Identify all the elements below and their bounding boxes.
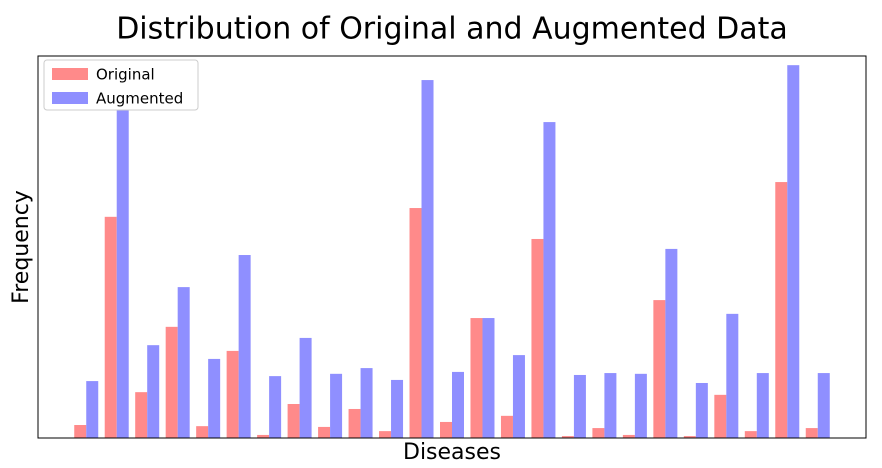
bar xyxy=(86,381,99,438)
bar xyxy=(318,426,331,438)
plot-frame xyxy=(37,55,867,439)
bar xyxy=(470,318,483,438)
bar xyxy=(226,350,239,438)
bar xyxy=(421,80,434,438)
bar xyxy=(805,428,818,438)
bar xyxy=(744,431,757,438)
bar xyxy=(665,248,678,438)
bar xyxy=(500,415,513,438)
bar xyxy=(634,373,647,438)
bar xyxy=(299,337,312,438)
bar xyxy=(348,408,361,438)
bar xyxy=(543,122,556,438)
bar xyxy=(531,238,544,438)
chart-title: Distribution of Original and Augmented D… xyxy=(116,12,788,47)
bar xyxy=(653,300,666,438)
bar xyxy=(592,428,605,438)
bar xyxy=(482,318,495,438)
bar xyxy=(512,355,525,438)
bar xyxy=(287,404,300,438)
bar xyxy=(74,425,87,438)
bar xyxy=(440,421,452,438)
legend-label: Augmented xyxy=(96,90,183,108)
bar xyxy=(817,373,830,438)
bar xyxy=(257,434,270,438)
bar xyxy=(714,394,727,438)
bar xyxy=(147,345,160,438)
bar xyxy=(135,392,148,438)
bar xyxy=(726,313,739,438)
bar xyxy=(177,287,190,438)
bar xyxy=(573,374,586,438)
bar xyxy=(104,216,117,438)
legend-swatch xyxy=(52,68,88,80)
bar xyxy=(360,368,373,438)
bar xyxy=(379,431,392,438)
bar xyxy=(683,436,696,438)
bar xyxy=(695,382,708,438)
bar xyxy=(756,373,769,438)
bar xyxy=(208,358,221,438)
bar xyxy=(604,373,617,438)
y-axis-label: Frequency xyxy=(9,190,34,304)
bar xyxy=(116,104,129,439)
bar xyxy=(787,65,800,438)
bar xyxy=(391,379,404,438)
bar xyxy=(409,208,422,438)
bar xyxy=(196,426,209,438)
legend-label: Original xyxy=(96,66,155,84)
legend-swatch xyxy=(52,92,88,104)
bar xyxy=(561,436,574,438)
bar xyxy=(622,434,635,438)
bar xyxy=(775,182,788,438)
x-axis-label: Diseases xyxy=(403,440,501,465)
bar xyxy=(452,371,464,438)
bar xyxy=(269,376,282,438)
bar xyxy=(165,326,178,438)
bar xyxy=(238,255,251,438)
bar xyxy=(330,373,343,438)
